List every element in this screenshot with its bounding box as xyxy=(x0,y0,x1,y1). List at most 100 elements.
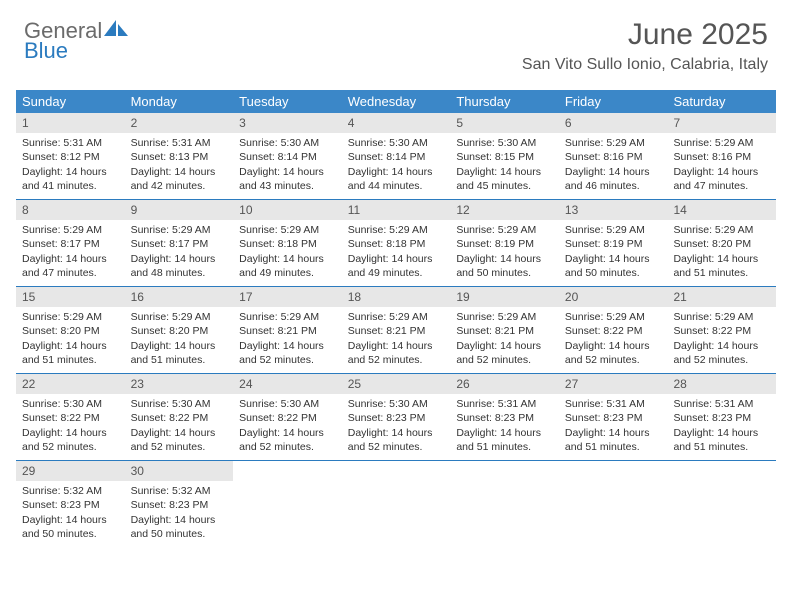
day-sunset: Sunset: 8:12 PM xyxy=(22,150,119,164)
day-body: Sunrise: 5:31 AMSunset: 8:23 PMDaylight:… xyxy=(667,397,776,454)
day-cell: 18Sunrise: 5:29 AMSunset: 8:21 PMDayligh… xyxy=(342,287,451,373)
day-sunrise: Sunrise: 5:30 AM xyxy=(348,397,445,411)
weeks-container: 1Sunrise: 5:31 AMSunset: 8:12 PMDaylight… xyxy=(16,113,776,547)
day-cell: 23Sunrise: 5:30 AMSunset: 8:22 PMDayligh… xyxy=(125,374,234,460)
title-block: June 2025 San Vito Sullo Ionio, Calabria… xyxy=(522,18,768,74)
calendar: SundayMondayTuesdayWednesdayThursdayFrid… xyxy=(16,90,776,547)
day-day2: and 50 minutes. xyxy=(565,266,662,280)
day-sunset: Sunset: 8:23 PM xyxy=(348,411,445,425)
day-cell: 12Sunrise: 5:29 AMSunset: 8:19 PMDayligh… xyxy=(450,200,559,286)
day-sunset: Sunset: 8:23 PM xyxy=(456,411,553,425)
day-cell: 14Sunrise: 5:29 AMSunset: 8:20 PMDayligh… xyxy=(667,200,776,286)
day-sunrise: Sunrise: 5:30 AM xyxy=(131,397,228,411)
day-cell: 3 Sunrise: 5:30 AMSunset: 8:14 PMDaylight… xyxy=(233,113,342,199)
day-sunset: Sunset: 8:16 PM xyxy=(673,150,770,164)
day-body: Sunrise: 5:29 AMSunset: 8:17 PMDaylight:… xyxy=(16,223,125,280)
day-body: Sunrise: 5:29 AMSunset: 8:19 PMDaylight:… xyxy=(559,223,668,280)
day-day2: and 43 minutes. xyxy=(239,179,336,193)
logo-sail-icon xyxy=(102,18,130,38)
day-cell xyxy=(667,461,776,547)
day-cell: 28 Sunrise: 5:31 AMSunset: 8:23 PMDayligh… xyxy=(667,374,776,460)
day-number: 15 xyxy=(16,287,125,307)
day-day2: and 52 minutes. xyxy=(673,353,770,367)
day-sunrise: Sunrise: 5:31 AM xyxy=(456,397,553,411)
day-sunrise: Sunrise: 5:30 AM xyxy=(22,397,119,411)
day-of-week-cell: Tuesday xyxy=(233,90,342,113)
day-day1: Daylight: 14 hours xyxy=(673,165,770,179)
day-cell xyxy=(450,461,559,547)
day-day1: Daylight: 14 hours xyxy=(131,252,228,266)
day-number: 29 xyxy=(16,461,125,481)
day-body: Sunrise: 5:29 AMSunset: 8:22 PMDaylight:… xyxy=(667,310,776,367)
day-day2: and 50 minutes. xyxy=(456,266,553,280)
day-body: Sunrise: 5:29 AMSunset: 8:16 PMDaylight:… xyxy=(559,136,668,193)
day-day1: Daylight: 14 hours xyxy=(131,513,228,527)
day-sunset: Sunset: 8:14 PM xyxy=(348,150,445,164)
day-cell xyxy=(233,461,342,547)
day-number: 24 xyxy=(233,374,342,394)
day-body: Sunrise: 5:31 AMSunset: 8:23 PMDaylight:… xyxy=(559,397,668,454)
day-day1: Daylight: 14 hours xyxy=(348,339,445,353)
week-row: 15Sunrise: 5:29 AMSunset: 8:20 PMDayligh… xyxy=(16,287,776,374)
day-day2: and 52 minutes. xyxy=(348,440,445,454)
day-body: Sunrise: 5:31 AMSunset: 8:12 PMDaylight:… xyxy=(16,136,125,193)
day-sunrise: Sunrise: 5:29 AM xyxy=(673,223,770,237)
day-number: 8 xyxy=(16,200,125,220)
day-cell: 20 Sunrise: 5:29 AMSunset: 8:22 PMDayligh… xyxy=(559,287,668,373)
day-day1: Daylight: 14 hours xyxy=(456,426,553,440)
day-sunset: Sunset: 8:19 PM xyxy=(456,237,553,251)
day-day2: and 49 minutes. xyxy=(348,266,445,280)
day-cell: 19Sunrise: 5:29 AMSunset: 8:21 PMDayligh… xyxy=(450,287,559,373)
day-sunrise: Sunrise: 5:29 AM xyxy=(348,310,445,324)
day-sunrise: Sunrise: 5:32 AM xyxy=(22,484,119,498)
day-sunrise: Sunrise: 5:29 AM xyxy=(131,310,228,324)
day-sunset: Sunset: 8:22 PM xyxy=(565,324,662,338)
day-sunset: Sunset: 8:20 PM xyxy=(22,324,119,338)
day-day1: Daylight: 14 hours xyxy=(239,165,336,179)
day-number: 11 xyxy=(342,200,451,220)
day-number: 28 xyxy=(667,374,776,394)
day-day2: and 52 minutes. xyxy=(239,440,336,454)
day-day1: Daylight: 14 hours xyxy=(348,426,445,440)
day-cell: 27Sunrise: 5:31 AMSunset: 8:23 PMDayligh… xyxy=(559,374,668,460)
day-cell: 30Sunrise: 5:32 AMSunset: 8:23 PMDayligh… xyxy=(125,461,234,547)
day-day2: and 51 minutes. xyxy=(22,353,119,367)
day-sunset: Sunset: 8:13 PM xyxy=(131,150,228,164)
day-cell: 4Sunrise: 5:30 AMSunset: 8:14 PMDaylight… xyxy=(342,113,451,199)
day-day1: Daylight: 14 hours xyxy=(131,339,228,353)
day-sunset: Sunset: 8:17 PM xyxy=(131,237,228,251)
day-number: 9 xyxy=(125,200,234,220)
day-day2: and 42 minutes. xyxy=(131,179,228,193)
day-sunset: Sunset: 8:21 PM xyxy=(456,324,553,338)
day-cell: 15Sunrise: 5:29 AMSunset: 8:20 PMDayligh… xyxy=(16,287,125,373)
day-number: 22 xyxy=(16,374,125,394)
day-sunrise: Sunrise: 5:29 AM xyxy=(131,223,228,237)
day-sunrise: Sunrise: 5:29 AM xyxy=(348,223,445,237)
day-number: 20 xyxy=(559,287,668,307)
day-body: Sunrise: 5:30 AMSunset: 8:22 PMDaylight:… xyxy=(125,397,234,454)
day-day1: Daylight: 14 hours xyxy=(673,426,770,440)
day-cell: 2Sunrise: 5:31 AMSunset: 8:13 PMDaylight… xyxy=(125,113,234,199)
day-sunset: Sunset: 8:22 PM xyxy=(22,411,119,425)
day-sunset: Sunset: 8:19 PM xyxy=(565,237,662,251)
day-sunset: Sunset: 8:22 PM xyxy=(239,411,336,425)
day-cell: 10Sunrise: 5:29 AMSunset: 8:18 PMDayligh… xyxy=(233,200,342,286)
day-cell: 6Sunrise: 5:29 AMSunset: 8:16 PMDaylight… xyxy=(559,113,668,199)
day-day1: Daylight: 14 hours xyxy=(22,339,119,353)
day-number: 3 xyxy=(233,113,342,133)
day-of-week-cell: Sunday xyxy=(16,90,125,113)
day-sunrise: Sunrise: 5:31 AM xyxy=(673,397,770,411)
day-body: Sunrise: 5:30 AMSunset: 8:14 PMDaylight:… xyxy=(233,136,342,193)
day-cell: 7Sunrise: 5:29 AMSunset: 8:16 PMDaylight… xyxy=(667,113,776,199)
day-body: Sunrise: 5:30 AMSunset: 8:22 PMDaylight:… xyxy=(233,397,342,454)
day-body: Sunrise: 5:29 AMSunset: 8:17 PMDaylight:… xyxy=(125,223,234,280)
day-sunrise: Sunrise: 5:32 AM xyxy=(131,484,228,498)
day-of-week-cell: Wednesday xyxy=(342,90,451,113)
day-cell: 5Sunrise: 5:30 AMSunset: 8:15 PMDaylight… xyxy=(450,113,559,199)
day-cell: 22Sunrise: 5:30 AMSunset: 8:22 PMDayligh… xyxy=(16,374,125,460)
day-sunrise: Sunrise: 5:29 AM xyxy=(239,310,336,324)
day-sunset: Sunset: 8:20 PM xyxy=(673,237,770,251)
day-day2: and 52 minutes. xyxy=(348,353,445,367)
day-body: Sunrise: 5:29 AMSunset: 8:22 PMDaylight:… xyxy=(559,310,668,367)
day-sunset: Sunset: 8:18 PM xyxy=(348,237,445,251)
